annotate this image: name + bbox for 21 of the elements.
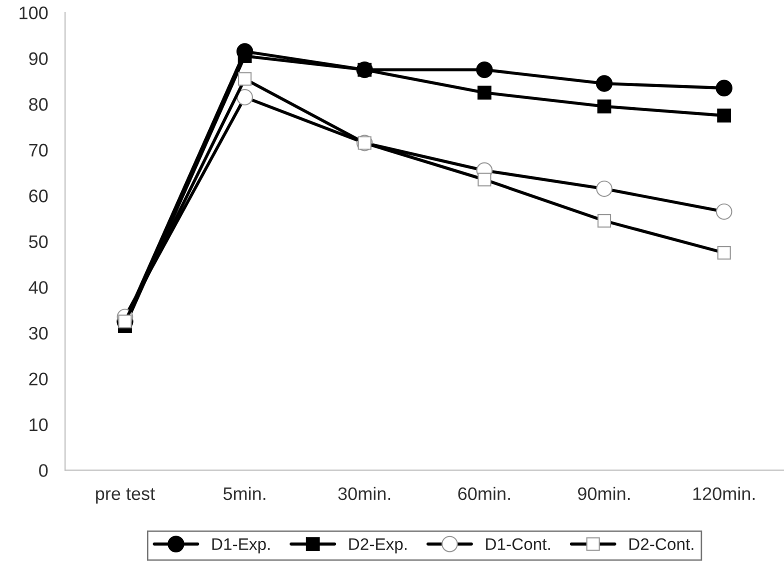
legend-label: D1-Exp. — [212, 538, 270, 554]
x-tick-label: 30min. — [338, 486, 390, 500]
y-tick-label: 80 — [29, 98, 48, 111]
legend-label: D2-Cont. — [629, 538, 694, 550]
y-tick-label: 100 — [20, 6, 48, 20]
y-tick-label: 20 — [29, 372, 48, 386]
x-tick-label: 5min. — [223, 486, 266, 500]
x-tick-label: 60min. — [458, 486, 510, 500]
legend-label: D1-Cont. — [486, 538, 550, 550]
x-tick-label: 120min. — [693, 486, 755, 500]
y-tick-label: 0 — [39, 464, 48, 477]
x-tick-label: pre test — [96, 488, 155, 504]
x-tick-label: 90min. — [578, 486, 630, 500]
y-tick-label: 10 — [30, 418, 48, 432]
y-tick-label: 50 — [29, 235, 48, 248]
y-tick-label: 60 — [29, 190, 48, 202]
y-tick-label: 40 — [28, 281, 48, 294]
legend-label: D2-Exp. — [349, 538, 407, 554]
y-tick-label: 70 — [29, 144, 48, 157]
y-tick-label: 30 — [29, 326, 48, 340]
y-tick-label: 90 — [29, 52, 48, 66]
